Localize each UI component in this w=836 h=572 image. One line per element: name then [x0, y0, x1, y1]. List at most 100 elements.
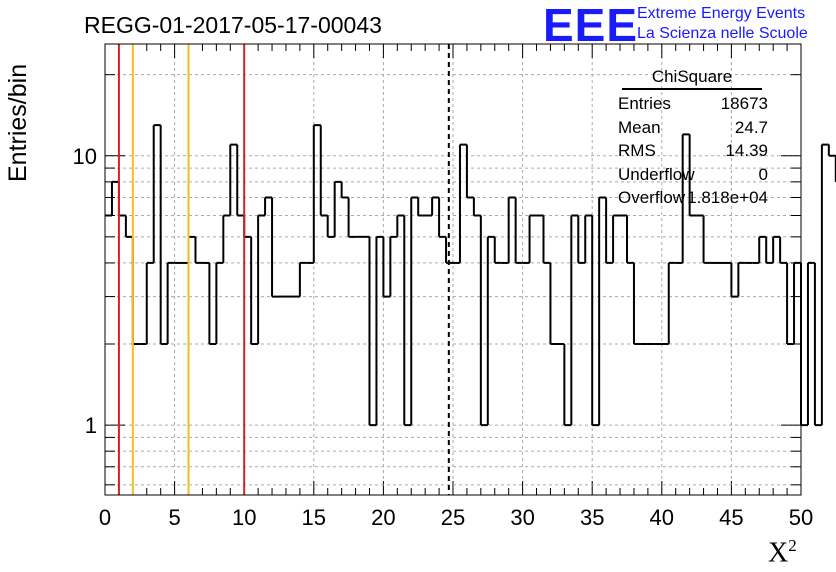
histogram-bin [145, 261, 154, 345]
histogram-bin [465, 144, 474, 199]
histogram-bin [124, 215, 133, 238]
histogram-bin [319, 125, 328, 217]
stats-key: RMS [618, 141, 656, 160]
histogram-bin [458, 143, 467, 263]
histogram-bin [340, 181, 349, 199]
x-tick-label: 15 [302, 505, 326, 530]
histogram-bin [542, 215, 551, 264]
histogram-bin [570, 214, 579, 426]
histogram-bin [187, 235, 196, 263]
histogram-bin [806, 261, 815, 426]
stats-value: 14.39 [725, 141, 768, 160]
histogram-bin [737, 261, 746, 297]
stats-value: 24.7 [734, 117, 768, 137]
histogram-bin [820, 143, 829, 426]
histogram-bin [584, 214, 593, 263]
x-tick-label: 10 [232, 505, 256, 530]
stats-value: 18673 [720, 94, 768, 113]
stats-value: 1.818e+04 [687, 188, 768, 207]
x-tick-label: 25 [441, 505, 465, 530]
histogram-bin [479, 215, 488, 427]
histogram-bin [793, 261, 801, 345]
eee-logo: EEE [543, 0, 639, 51]
histogram-bin [243, 215, 252, 238]
histogram-bin [236, 144, 245, 217]
histogram-bin [528, 214, 537, 263]
y-axis-label: Entries/bin [4, 63, 32, 182]
histogram-bin [117, 181, 126, 217]
histogram-bin [382, 236, 391, 298]
histogram-bin [166, 261, 175, 345]
histogram-bin [772, 235, 781, 263]
histogram-bin [368, 236, 377, 427]
stats-row-rms: RMS 14.39 [612, 141, 772, 165]
histogram-bin [438, 197, 447, 238]
histogram-bin [271, 197, 279, 298]
x-axis-label: X2 [768, 536, 797, 569]
stats-key: Underflow [618, 164, 695, 184]
histogram-bin [632, 262, 641, 346]
stats-value: 0 [758, 164, 768, 184]
histogram-bin [688, 134, 697, 217]
histogram-bin [131, 236, 140, 346]
stats-key: Mean [618, 117, 661, 137]
x-tick-label: 40 [650, 505, 674, 530]
histogram-bin [326, 215, 335, 238]
histogram-bin [215, 261, 224, 345]
x-tick-label: 0 [99, 505, 111, 530]
logo-line-2: La Scienza nelle Scuole [637, 25, 808, 42]
histogram-bin [375, 235, 384, 426]
stats-key: Entries [618, 94, 671, 113]
histogram-bin [549, 262, 558, 346]
histogram-bin [514, 197, 523, 264]
histogram-bin [493, 236, 502, 264]
stats-title: ChiSquare [622, 67, 762, 90]
x-tick-label: 5 [168, 505, 180, 530]
histogram-bin [396, 214, 405, 237]
histogram-bin [827, 144, 836, 157]
y-tick-label: 10 [73, 144, 97, 169]
histogram-bin [229, 143, 238, 216]
stats-row-mean: Mean 24.7 [612, 118, 772, 142]
logo-line-1: Extreme Energy Events [637, 5, 806, 22]
histogram-bin [250, 236, 259, 346]
histogram-bin [800, 262, 808, 427]
x-tick-label: 50 [789, 505, 813, 530]
histogram-bin [472, 197, 481, 217]
histogram-bin [681, 133, 690, 263]
histogram-bin [605, 197, 614, 264]
histogram-bin [159, 125, 168, 346]
histogram-bin [410, 196, 419, 426]
histogram-bin [208, 262, 217, 346]
histogram-bin [110, 180, 119, 216]
x-tick-label: 45 [719, 505, 743, 530]
histogram-bin [563, 344, 572, 427]
histogram-bin [445, 236, 453, 264]
histogram-bin [333, 180, 342, 237]
histogram-bin [257, 214, 266, 345]
histogram-bin [786, 262, 795, 346]
histogram-bin [507, 196, 516, 263]
histogram-bin [264, 196, 273, 216]
histogram-bin [312, 124, 321, 263]
x-axis-label-superscript: 2 [788, 536, 797, 555]
stats-box: ChiSquare Entries 18673 Mean 24.7 RMS 14.39… [612, 67, 772, 212]
x-tick-label: 35 [580, 505, 604, 530]
histogram-bin [486, 235, 495, 426]
histogram-bin [347, 197, 356, 238]
histogram-bin [813, 262, 822, 427]
histogram-bin [765, 236, 774, 264]
x-tick-label: 20 [371, 505, 395, 530]
histogram-bin [194, 236, 203, 264]
histogram-bin [431, 196, 440, 216]
plot-frame [104, 43, 802, 496]
y-tick-label: 1 [85, 413, 97, 438]
x-axis-label-base: X [768, 537, 789, 569]
histogram-bin [702, 215, 711, 264]
stats-key: Overflow [618, 188, 686, 207]
stats-row-entries: Entries 18673 [612, 94, 772, 118]
histogram-bin [389, 235, 398, 297]
histogram-bin [222, 214, 231, 263]
